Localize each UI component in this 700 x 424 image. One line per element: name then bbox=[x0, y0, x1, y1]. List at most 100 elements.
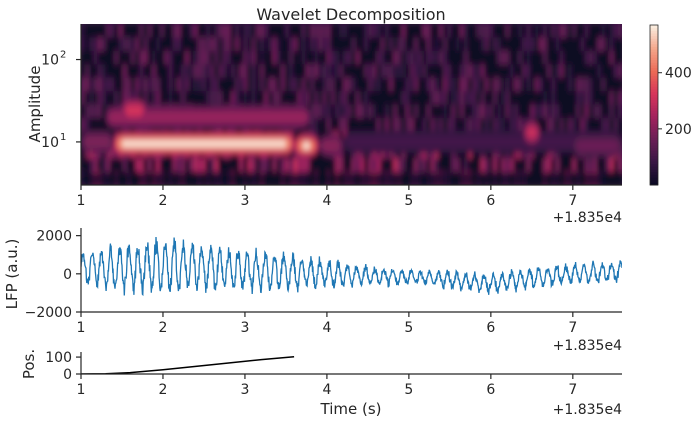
colorbar-segment bbox=[650, 131, 658, 135]
colorbar-segment bbox=[650, 70, 658, 74]
x-tick-label: 5 bbox=[404, 193, 413, 209]
colorbar-segment bbox=[650, 158, 658, 162]
x-tick-label: 1 bbox=[77, 193, 86, 209]
wavelet-band-core bbox=[346, 135, 619, 148]
wavelet-title: Wavelet Decomposition bbox=[256, 5, 445, 24]
colorbar-segment bbox=[650, 129, 658, 133]
colorbar-segment bbox=[650, 99, 658, 103]
x-tick-label: 4 bbox=[322, 193, 331, 209]
x-tick-label: 7 bbox=[568, 382, 577, 398]
colorbar-segment bbox=[650, 169, 658, 173]
colorbar-segment bbox=[650, 86, 658, 90]
colorbar-segment bbox=[650, 25, 658, 29]
colorbar-segment bbox=[650, 182, 658, 186]
colorbar-segment bbox=[650, 118, 658, 122]
y-tick-label: 2000 bbox=[36, 229, 72, 245]
x-tick-label: 6 bbox=[486, 382, 495, 398]
x-tick-label: 3 bbox=[240, 193, 249, 209]
wavelet-band-peak bbox=[302, 142, 311, 149]
colorbar-segment bbox=[650, 166, 658, 170]
position-ylabel: Pos. bbox=[20, 349, 38, 379]
colorbar-segment bbox=[650, 105, 658, 109]
colorbar-segment bbox=[650, 43, 658, 47]
colorbar-segment bbox=[650, 163, 658, 167]
colorbar-segment bbox=[650, 126, 658, 130]
x-tick-label: 1 bbox=[77, 382, 86, 398]
colorbar-segment bbox=[650, 33, 658, 37]
wavelet-offset-label: +1.835e4 bbox=[553, 210, 622, 226]
colorbar-segment bbox=[650, 91, 658, 95]
colorbar-segment bbox=[650, 123, 658, 127]
lfp-ylabel: LFP (a.u.) bbox=[3, 239, 21, 310]
colorbar-tick-label: 200 bbox=[665, 122, 692, 138]
colorbar-tick-label: 400 bbox=[665, 66, 692, 82]
colorbar-segment bbox=[650, 62, 658, 66]
lfp-offset-label: +1.835e4 bbox=[553, 338, 622, 354]
position-offset-label: +1.835e4 bbox=[553, 402, 622, 418]
colorbar-segment bbox=[650, 30, 658, 34]
x-tick-label: 4 bbox=[322, 320, 331, 336]
colorbar-segment bbox=[650, 38, 658, 42]
colorbar-segment bbox=[650, 147, 658, 151]
x-tick-label: 7 bbox=[568, 193, 577, 209]
x-tick-label: 2 bbox=[159, 382, 168, 398]
x-tick-label: 2 bbox=[159, 193, 168, 209]
y-tick-label: 10 bbox=[41, 135, 59, 151]
wavelet-band-core bbox=[321, 139, 341, 152]
colorbar-segment bbox=[650, 102, 658, 106]
colorbar-segment bbox=[650, 153, 658, 157]
wavelet-band-core bbox=[84, 135, 111, 148]
colorbar-segment bbox=[650, 145, 658, 149]
colorbar-segment bbox=[650, 177, 658, 181]
colorbar-segment bbox=[650, 174, 658, 178]
x-tick-label: 2 bbox=[159, 320, 168, 336]
colorbar-segment bbox=[650, 142, 658, 146]
colorbar-segment bbox=[650, 139, 658, 143]
x-tick-label: 3 bbox=[240, 320, 249, 336]
colorbar-segment bbox=[650, 51, 658, 55]
colorbar-segment bbox=[650, 121, 658, 125]
x-tick-label: 5 bbox=[404, 382, 413, 398]
colorbar-segment bbox=[650, 161, 658, 165]
colorbar: 200 400 bbox=[649, 24, 692, 186]
wavelet-band-core bbox=[575, 139, 619, 152]
x-tick-label: 7 bbox=[568, 320, 577, 336]
lfp-series-line bbox=[81, 236, 622, 297]
y-tick-label: 0 bbox=[63, 367, 72, 383]
colorbar-segment bbox=[650, 115, 658, 119]
y-tick-label: 10 bbox=[41, 53, 59, 69]
wavelet-heatmap bbox=[81, 24, 622, 185]
lfp-panel: 1 2 3 4 5 6 7 2000 0 −2000 LFP (a.u.) +1.835e4 bbox=[3, 228, 622, 354]
colorbar-segment bbox=[650, 67, 658, 71]
wavelet-ylabel: Amplitude bbox=[26, 66, 44, 143]
colorbar-segment bbox=[650, 113, 658, 117]
x-tick-label: 5 bbox=[404, 320, 413, 336]
y-tick-label: 100 bbox=[45, 350, 72, 366]
y-tick-exponent: 2 bbox=[60, 50, 66, 61]
x-tick-label: 3 bbox=[240, 382, 249, 398]
wavelet-band-core bbox=[108, 111, 308, 124]
colorbar-segment bbox=[650, 75, 658, 79]
colorbar-segment bbox=[650, 81, 658, 85]
colorbar-segment bbox=[650, 137, 658, 141]
position-series-line bbox=[81, 355, 295, 374]
y-tick-label: 0 bbox=[63, 267, 72, 283]
colorbar-segment bbox=[650, 59, 658, 63]
colorbar-segment bbox=[650, 73, 658, 77]
colorbar-segment bbox=[650, 57, 658, 61]
colorbar-segment bbox=[650, 35, 658, 39]
wavelet-band-peak bbox=[121, 140, 287, 147]
colorbar-segment bbox=[650, 83, 658, 87]
x-tick-label: 6 bbox=[486, 193, 495, 209]
colorbar-segment bbox=[650, 179, 658, 183]
colorbar-segment bbox=[650, 150, 658, 154]
colorbar-segment bbox=[650, 97, 658, 101]
x-tick-label: 1 bbox=[77, 320, 86, 336]
colorbar-segment bbox=[650, 110, 658, 114]
colorbar-segment bbox=[650, 155, 658, 159]
x-tick-label: 6 bbox=[486, 320, 495, 336]
